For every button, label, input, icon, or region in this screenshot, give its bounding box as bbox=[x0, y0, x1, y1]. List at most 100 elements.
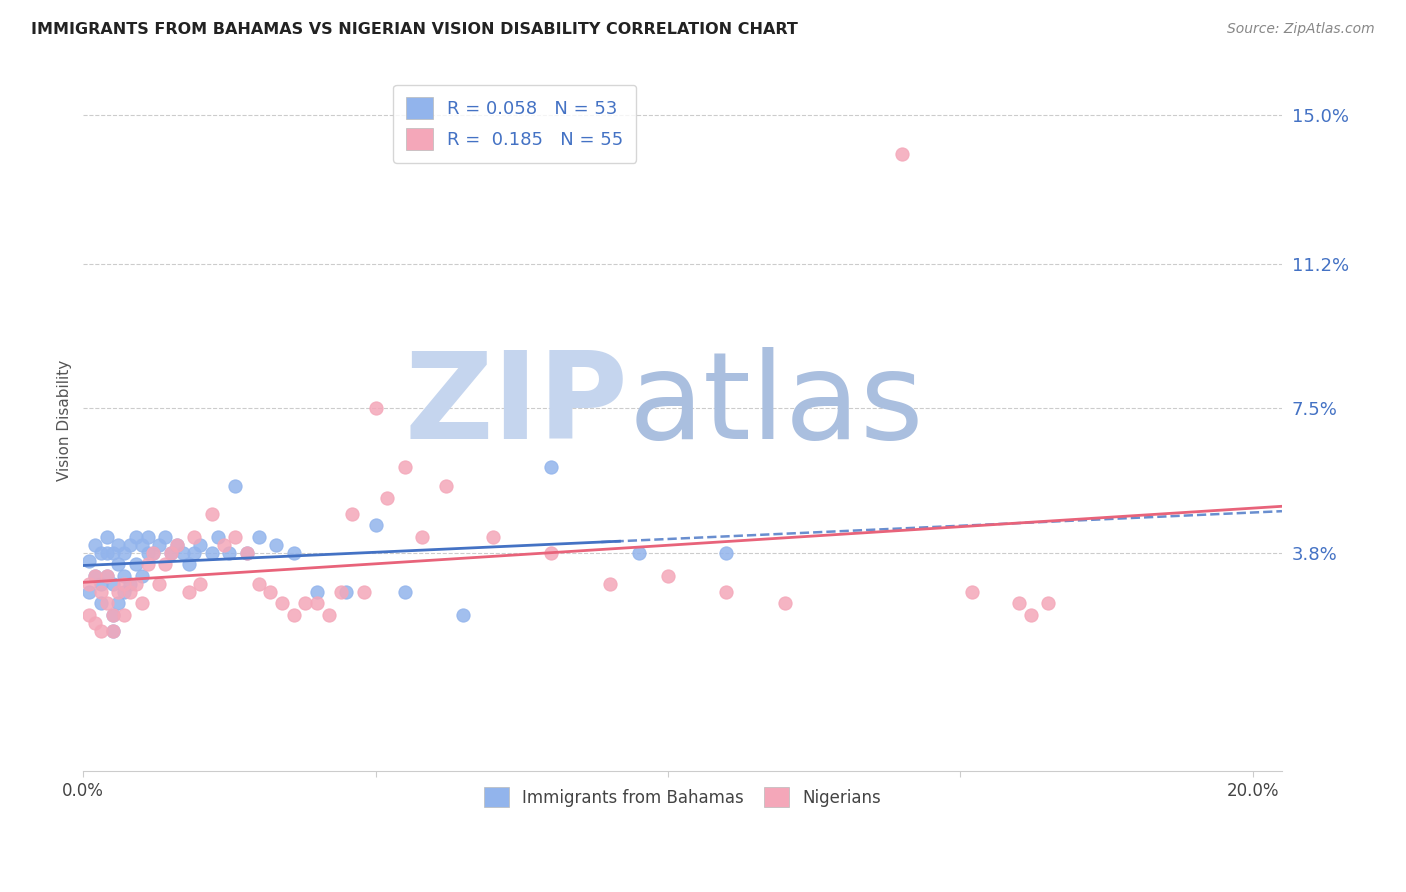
Point bbox=[120, 538, 142, 552]
Point bbox=[101, 577, 124, 591]
Point bbox=[264, 538, 287, 552]
Point bbox=[247, 577, 270, 591]
Point bbox=[96, 530, 118, 544]
Point bbox=[77, 608, 100, 623]
Point bbox=[131, 538, 153, 552]
Point bbox=[160, 546, 183, 560]
Point bbox=[307, 597, 329, 611]
Point bbox=[172, 546, 194, 560]
Point bbox=[153, 530, 176, 544]
Point bbox=[107, 584, 129, 599]
Point bbox=[1019, 608, 1042, 623]
Point bbox=[125, 577, 148, 591]
Point bbox=[540, 546, 562, 560]
Point bbox=[453, 608, 475, 623]
Point bbox=[434, 479, 457, 493]
Point bbox=[540, 459, 562, 474]
Point bbox=[247, 530, 270, 544]
Point bbox=[960, 584, 983, 599]
Point bbox=[224, 479, 246, 493]
Text: IMMIGRANTS FROM BAHAMAS VS NIGERIAN VISION DISABILITY CORRELATION CHART: IMMIGRANTS FROM BAHAMAS VS NIGERIAN VISI… bbox=[31, 22, 797, 37]
Point bbox=[599, 577, 621, 591]
Point bbox=[125, 530, 148, 544]
Point bbox=[148, 577, 170, 591]
Point bbox=[212, 538, 235, 552]
Point bbox=[627, 546, 650, 560]
Y-axis label: Vision Disability: Vision Disability bbox=[58, 359, 72, 481]
Point bbox=[77, 577, 100, 591]
Point bbox=[183, 530, 205, 544]
Point bbox=[148, 538, 170, 552]
Point bbox=[1008, 597, 1031, 611]
Point bbox=[96, 569, 118, 583]
Point bbox=[716, 546, 738, 560]
Point bbox=[107, 538, 129, 552]
Point bbox=[188, 577, 211, 591]
Point bbox=[96, 546, 118, 560]
Point bbox=[90, 597, 112, 611]
Point bbox=[112, 584, 135, 599]
Point bbox=[101, 624, 124, 638]
Point bbox=[307, 584, 329, 599]
Point bbox=[131, 569, 153, 583]
Point bbox=[183, 546, 205, 560]
Point bbox=[90, 577, 112, 591]
Point bbox=[136, 546, 159, 560]
Text: Source: ZipAtlas.com: Source: ZipAtlas.com bbox=[1227, 22, 1375, 37]
Point bbox=[218, 546, 240, 560]
Point bbox=[411, 530, 433, 544]
Point bbox=[166, 538, 188, 552]
Point bbox=[112, 569, 135, 583]
Point bbox=[335, 584, 357, 599]
Point bbox=[294, 597, 316, 611]
Point bbox=[120, 577, 142, 591]
Text: atlas: atlas bbox=[628, 347, 924, 465]
Point bbox=[283, 546, 305, 560]
Point bbox=[125, 558, 148, 572]
Point bbox=[318, 608, 340, 623]
Point bbox=[96, 597, 118, 611]
Point bbox=[101, 608, 124, 623]
Point bbox=[107, 558, 129, 572]
Point bbox=[136, 530, 159, 544]
Point bbox=[107, 597, 129, 611]
Point bbox=[77, 553, 100, 567]
Point bbox=[364, 401, 387, 416]
Point bbox=[90, 546, 112, 560]
Point bbox=[236, 546, 259, 560]
Point bbox=[394, 584, 416, 599]
Point bbox=[207, 530, 229, 544]
Point bbox=[224, 530, 246, 544]
Point bbox=[342, 507, 364, 521]
Point bbox=[96, 569, 118, 583]
Point bbox=[890, 147, 912, 161]
Point bbox=[716, 584, 738, 599]
Text: ZIP: ZIP bbox=[405, 347, 628, 465]
Point bbox=[90, 584, 112, 599]
Point bbox=[101, 608, 124, 623]
Legend: Immigrants from Bahamas, Nigerians: Immigrants from Bahamas, Nigerians bbox=[475, 779, 890, 816]
Point bbox=[101, 546, 124, 560]
Point bbox=[201, 546, 224, 560]
Point bbox=[481, 530, 503, 544]
Point bbox=[84, 569, 107, 583]
Point bbox=[353, 584, 375, 599]
Point bbox=[160, 546, 183, 560]
Point bbox=[153, 558, 176, 572]
Point bbox=[329, 584, 352, 599]
Point bbox=[375, 491, 398, 505]
Point bbox=[236, 546, 259, 560]
Point bbox=[259, 584, 281, 599]
Point bbox=[1036, 597, 1059, 611]
Point bbox=[657, 569, 679, 583]
Point bbox=[90, 624, 112, 638]
Point bbox=[84, 569, 107, 583]
Point bbox=[177, 584, 200, 599]
Point bbox=[84, 538, 107, 552]
Point bbox=[120, 584, 142, 599]
Point bbox=[177, 558, 200, 572]
Point bbox=[394, 459, 416, 474]
Point bbox=[283, 608, 305, 623]
Point bbox=[166, 538, 188, 552]
Point bbox=[136, 558, 159, 572]
